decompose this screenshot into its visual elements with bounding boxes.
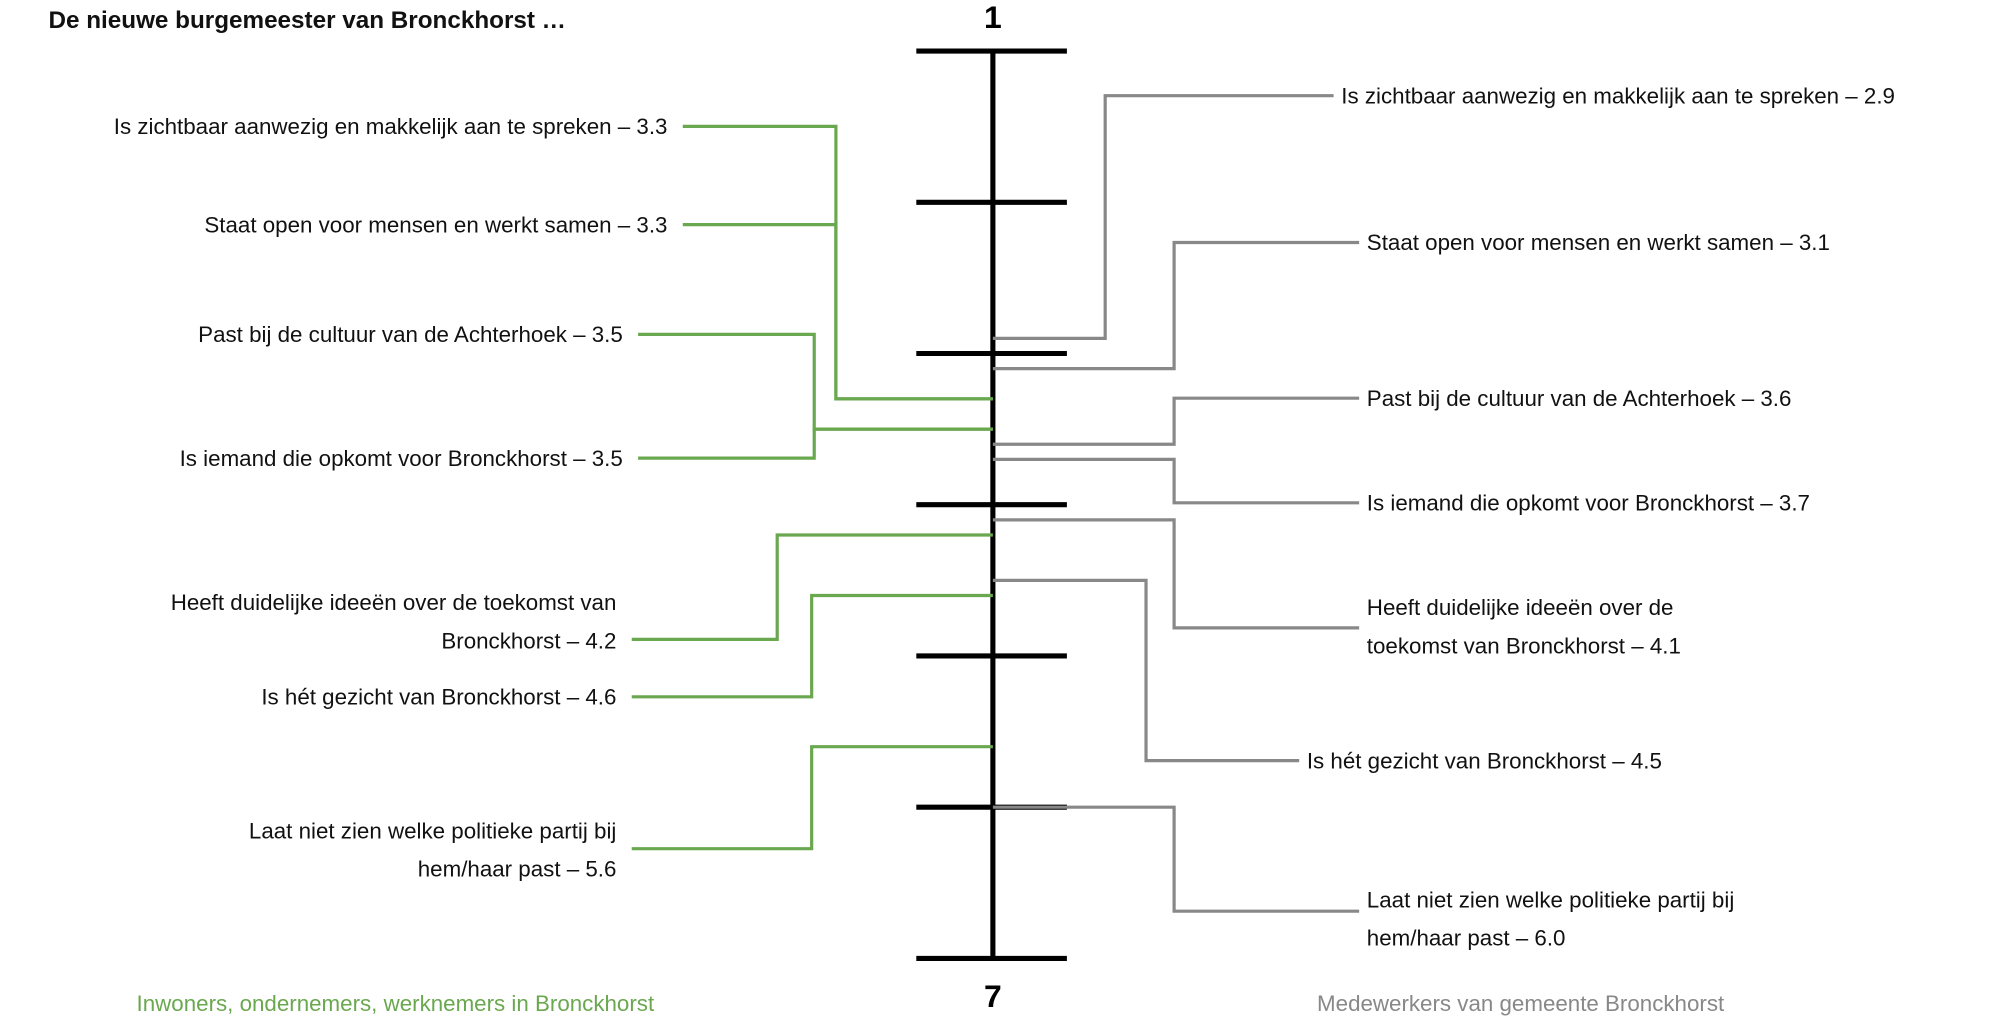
item-label: Heeft duidelijke ideeën over de toekomst… [1366, 594, 1681, 659]
connector [992, 240, 1360, 371]
connector [992, 518, 1360, 630]
legend-label: Inwoners, ondernemers, werknemers in Bro… [136, 990, 655, 1016]
item-label: Is iemand die opkomt voor Bronckhorst – … [179, 445, 623, 471]
connector [992, 457, 1360, 505]
y-end-label: 7 [984, 978, 1002, 1015]
connector [638, 332, 993, 431]
connector [638, 427, 993, 460]
chart-title: De nieuwe burgemeester van Bronckhorst … [48, 7, 566, 35]
item-label: Laat niet zien welke politieke partij bi… [248, 818, 617, 882]
connector [631, 593, 993, 699]
connector [682, 223, 993, 401]
item-label: Heeft duidelijke ideeën over de toekomst… [170, 589, 617, 654]
item-label: Is iemand die opkomt voor Bronckhorst – … [1366, 490, 1810, 516]
item-label: Is zichtbaar aanwezig en makkelijk aan t… [1341, 82, 1895, 109]
item-label: Is zichtbaar aanwezig en makkelijk aan t… [113, 113, 668, 140]
item-label: Past bij de cultuur van de Achterhoek – … [1366, 385, 1792, 411]
item-label: Is hét gezicht van Bronckhorst – 4.6 [261, 684, 617, 710]
connector [992, 805, 1360, 913]
legend-label: Medewerkers van gemeente Bronckhorst [1317, 990, 1725, 1016]
connector [992, 94, 1334, 340]
connector [992, 396, 1360, 446]
connector [682, 124, 993, 401]
item-label: Staat open voor mensen en werkt samen – … [204, 211, 668, 238]
connector [992, 578, 1300, 763]
item-label: Staat open voor mensen en werkt samen – … [1366, 229, 1830, 256]
connector [631, 745, 993, 851]
connector [631, 533, 993, 641]
item-label: Is hét gezicht van Bronckhorst – 4.5 [1306, 747, 1662, 774]
item-label: Past bij de cultuur van de Achterhoek – … [198, 321, 623, 348]
item-label: Laat niet zien welke politieke partij bi… [1366, 886, 1735, 951]
y-end-label: 1 [984, 0, 1002, 36]
